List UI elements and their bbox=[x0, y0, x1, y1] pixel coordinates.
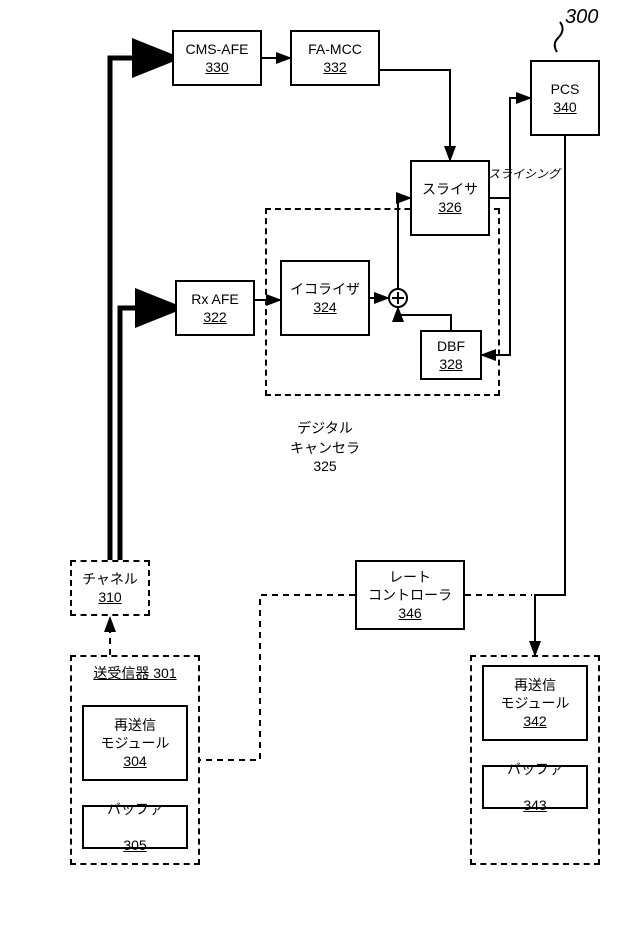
rx-buffer-num: 343 bbox=[523, 796, 546, 814]
rate-controller-num: 346 bbox=[398, 604, 421, 622]
channel-num: 310 bbox=[98, 588, 121, 606]
digital-canceller-label: デジタル キャンセラ 325 bbox=[280, 402, 370, 474]
cms-afe-label: CMS-AFE bbox=[186, 40, 249, 58]
transceiver-label-text: 送受信器 301 bbox=[93, 665, 176, 681]
dbf-num: 328 bbox=[439, 355, 462, 373]
equalizer-num: 324 bbox=[313, 298, 336, 316]
tx-buffer-label: バッファ bbox=[107, 800, 163, 818]
figure-number-label: 300 bbox=[565, 6, 598, 29]
rx-afe-num: 322 bbox=[203, 308, 226, 326]
figure-number-text: 300 bbox=[565, 6, 598, 28]
tx-retransmit-label: 再送信 モジュール bbox=[100, 716, 169, 752]
pcs-label: PCS bbox=[551, 80, 580, 98]
rx-retransmit-num: 342 bbox=[523, 712, 546, 730]
rate-controller-block: レート コントローラ 346 bbox=[355, 560, 465, 630]
fa-mcc-label: FA-MCC bbox=[308, 40, 362, 58]
slicing-label: スライシング bbox=[484, 165, 564, 182]
channel-block: チャネル 310 bbox=[70, 560, 150, 616]
equalizer-label: イコライザ bbox=[290, 280, 360, 298]
slicer-block: スライサ 326 bbox=[410, 160, 490, 236]
digital-canceller-label-text: デジタル キャンセラ 325 bbox=[290, 420, 360, 474]
slicing-label-text: スライシング bbox=[488, 167, 560, 181]
rx-retransmit-block: 再送信 モジュール 342 bbox=[482, 665, 588, 741]
tx-retransmit-num: 304 bbox=[123, 752, 146, 770]
pcs-num: 340 bbox=[553, 98, 576, 116]
tx-buffer-block: バッファ 305 bbox=[82, 805, 188, 849]
cms-afe-num: 330 bbox=[205, 58, 228, 76]
dbf-block: DBF 328 bbox=[420, 330, 482, 380]
rx-afe-block: Rx AFE 322 bbox=[175, 280, 255, 336]
slicer-num: 326 bbox=[438, 198, 461, 216]
tx-buffer-num: 305 bbox=[123, 836, 146, 854]
fa-mcc-num: 332 bbox=[323, 58, 346, 76]
fa-mcc-block: FA-MCC 332 bbox=[290, 30, 380, 86]
rx-retransmit-label: 再送信 モジュール bbox=[500, 676, 569, 712]
rate-controller-label: レート コントローラ bbox=[368, 568, 452, 604]
dbf-label: DBF bbox=[437, 337, 465, 355]
transceiver-label: 送受信器 301 bbox=[80, 663, 190, 683]
equalizer-block: イコライザ 324 bbox=[280, 260, 370, 336]
cms-afe-block: CMS-AFE 330 bbox=[172, 30, 262, 86]
rx-afe-label: Rx AFE bbox=[191, 290, 238, 308]
slicer-label: スライサ bbox=[422, 180, 478, 198]
rx-buffer-block: バッファ 343 bbox=[482, 765, 588, 809]
rx-buffer-label: バッファ bbox=[507, 760, 563, 778]
channel-label: チャネル bbox=[82, 570, 138, 588]
diagram-canvas: チャネル 310 CMS-AFE 330 FA-MCC 332 Rx AFE 3… bbox=[0, 0, 622, 929]
pcs-block: PCS 340 bbox=[530, 60, 600, 136]
tx-retransmit-block: 再送信 モジュール 304 bbox=[82, 705, 188, 781]
